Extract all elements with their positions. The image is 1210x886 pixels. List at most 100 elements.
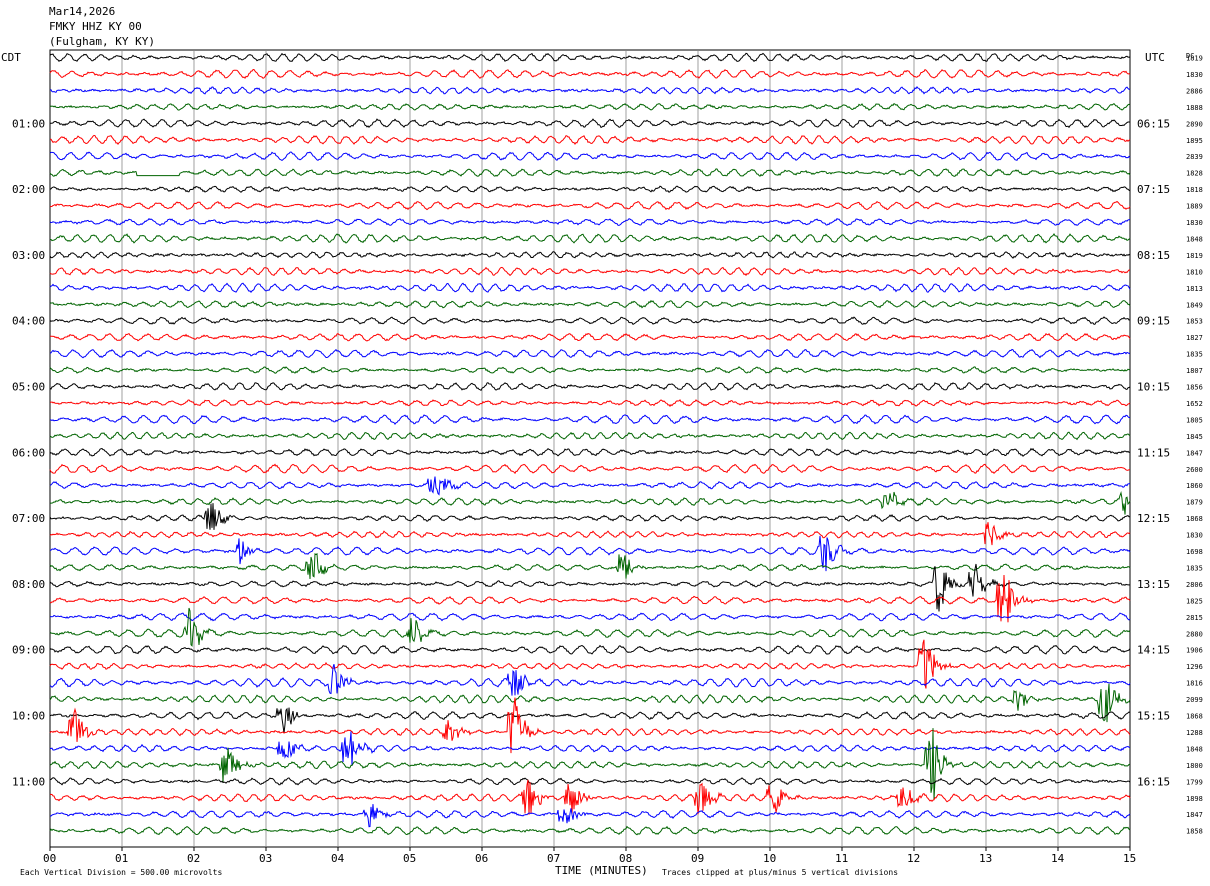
x-tick-label: 00 (43, 852, 56, 865)
seismic-trace (49, 316, 1131, 325)
seismic-trace (49, 52, 1131, 63)
utc-labels: 06:15 07:15 08:15 09:15 10:15 11:15 12:15 13:15… (1137, 117, 1170, 788)
dc-value-label: 2890 (1186, 120, 1203, 128)
dc-value-label: 1805 (1186, 416, 1203, 424)
dc-value-label: 1889 (1186, 203, 1203, 211)
seismic-trace (50, 134, 1131, 146)
seismic-trace (49, 185, 1131, 193)
seismic-trace (49, 217, 1131, 227)
dc-value-label: 2099 (1186, 696, 1203, 704)
dc-value-label: 1895 (1186, 137, 1203, 145)
seismic-trace (49, 491, 1131, 515)
seismic-trace (49, 779, 1131, 815)
seismic-trace (49, 332, 1131, 342)
dc-value-label: 2600 (1186, 466, 1203, 474)
dc-value-label: 1807 (1186, 367, 1203, 375)
x-tick-label: 07 (547, 852, 560, 865)
dc-value-label: 1856 (1186, 384, 1203, 392)
utc-time-label: 15:15 (1137, 710, 1170, 723)
utc-time-label: 10:15 (1137, 381, 1170, 394)
dc-value-label: 1847 (1186, 811, 1203, 819)
seismic-trace (49, 825, 1131, 836)
dc-labels: 1819 1830 2886 1888 2890 1895 2839 1828 1818 1889… (1186, 55, 1203, 836)
dc-value-label: 1818 (1186, 186, 1203, 194)
dc-value-label: 1858 (1186, 828, 1203, 836)
cdt-time-label: 04:00 (12, 315, 45, 328)
seismic-trace (49, 348, 1131, 359)
seismic-trace (49, 552, 1131, 580)
cdt-time-label: 02:00 (12, 183, 45, 196)
seismic-trace (49, 664, 1131, 696)
dc-value-label: 1816 (1186, 680, 1203, 688)
seismic-trace (49, 804, 1131, 828)
seismic-trace (49, 382, 1131, 392)
cdt-labels: 01:00 02:00 03:00 04:00 05:00 06:00 07:00 08:00… (12, 117, 45, 788)
x-tick-label: 10 (763, 852, 776, 865)
x-tick-label: 13 (979, 852, 992, 865)
seismic-trace (49, 282, 1131, 294)
utc-time-label: 06:15 (1137, 117, 1170, 130)
cdt-time-label: 01:00 (12, 117, 45, 130)
x-tick-labels: 00 01 02 03 04 05 06 07 08 09 10 11 12 13 14 15 (43, 847, 1136, 865)
seismic-trace (49, 168, 1131, 177)
seismic-trace (49, 299, 1131, 309)
cdt-time-label: 07:00 (12, 512, 45, 525)
seismic-trace (49, 414, 1131, 425)
dc-value-label: 1813 (1186, 285, 1203, 293)
x-tick-label: 04 (331, 852, 345, 865)
x-tick-label: 06 (475, 852, 488, 865)
utc-axis-label: UTC (1145, 51, 1165, 64)
seismic-trace (49, 447, 1131, 457)
utc-time-label: 12:15 (1137, 512, 1170, 525)
seismic-trace (49, 639, 1131, 689)
dc-value-label: 2839 (1186, 153, 1203, 161)
utc-time-label: 09:15 (1137, 315, 1170, 328)
seismic-trace (50, 233, 1131, 244)
x-tick-label: 08 (619, 852, 632, 865)
cdt-time-label: 09:00 (12, 644, 45, 657)
seismic-trace (49, 476, 1131, 496)
seismic-trace (49, 200, 1131, 211)
utc-time-label: 11:15 (1137, 446, 1170, 459)
clip-note: Traces clipped at plus/minus 5 vertical … (662, 868, 898, 877)
x-tick-label: 01 (115, 852, 128, 865)
x-tick-label: 14 (1051, 852, 1065, 865)
seismic-trace (49, 728, 1131, 800)
scale-note: Each Vertical Division = 500.00 microvol… (20, 868, 222, 877)
dc-value-label: 1827 (1186, 334, 1203, 342)
seismic-trace (49, 366, 1131, 374)
cdt-time-label: 08:00 (12, 578, 45, 591)
dc-value-label: 1898 (1186, 795, 1203, 803)
dc-value-label: 1819 (1186, 55, 1203, 63)
seismic-trace (49, 683, 1131, 723)
dc-value-label: 1845 (1186, 433, 1203, 441)
dc-value-label: 1288 (1186, 729, 1203, 737)
seismic-trace (49, 118, 1130, 129)
seismic-trace (49, 574, 1131, 623)
seismic-trace (49, 535, 1131, 572)
seismic-trace (49, 86, 1131, 95)
dc-value-label: 1819 (1186, 252, 1203, 260)
dc-value-label: 2806 (1186, 581, 1203, 589)
cdt-axis-label: CDT (1, 51, 21, 64)
utc-time-label: 08:15 (1137, 249, 1170, 262)
dc-value-label: 1800 (1186, 762, 1203, 770)
dc-value-label: 1830 (1186, 219, 1203, 227)
dc-value-label: 1652 (1186, 400, 1203, 408)
dc-value-label: 1828 (1186, 170, 1203, 178)
seismic-trace (49, 707, 1131, 734)
x-tick-label: 05 (403, 852, 416, 865)
x-axis-label: TIME (MINUTES) (555, 864, 648, 877)
dc-value-label: 1879 (1186, 499, 1203, 507)
dc-value-label: 1888 (1186, 104, 1203, 112)
dc-value-label: 1868 (1186, 515, 1203, 523)
seismic-trace (49, 251, 1131, 259)
x-tick-label: 03 (259, 852, 272, 865)
dc-value-label: 1868 (1186, 713, 1203, 721)
dc-value-label: 1847 (1186, 449, 1203, 457)
time-grid (49, 49, 1131, 848)
dc-value-label: 2886 (1186, 87, 1203, 95)
dc-value-label: 1296 (1186, 663, 1203, 671)
dc-value-label: 1860 (1186, 482, 1203, 490)
dc-value-label: 1698 (1186, 548, 1203, 556)
